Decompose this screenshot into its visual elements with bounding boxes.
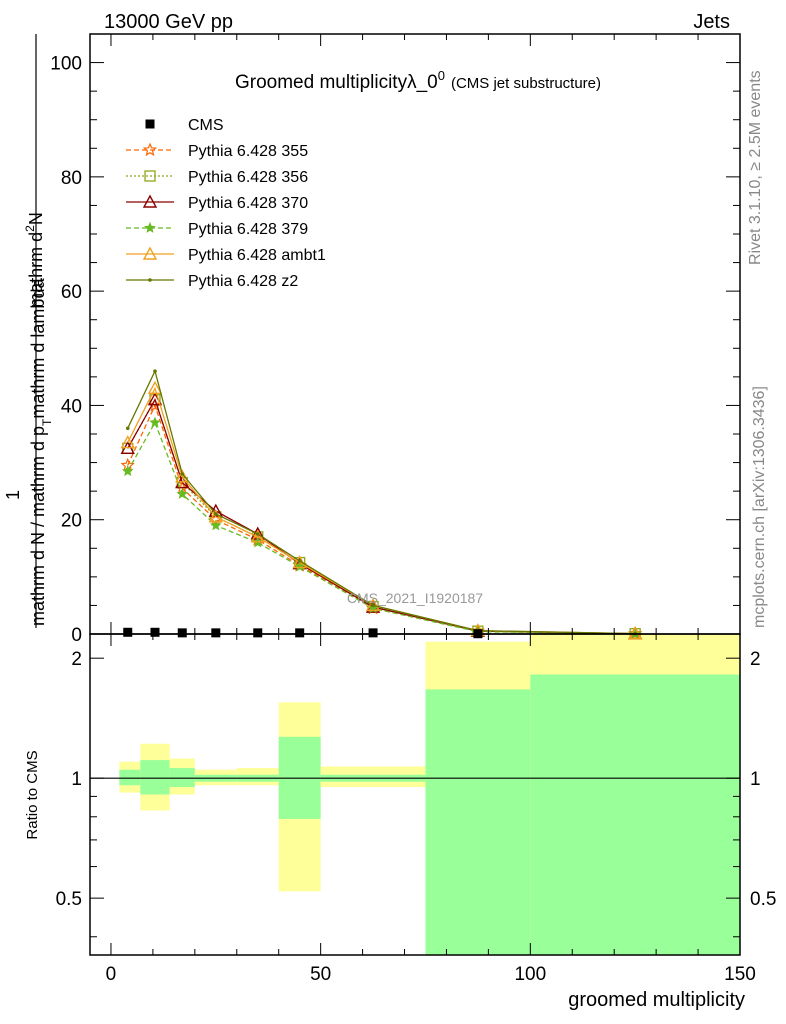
series-point-5: [153, 369, 157, 373]
legend-marker: [144, 170, 156, 182]
main-ylabel: 1 mathrm d2N: [3, 34, 46, 628]
legend-item-0: Pythia 6.428 355: [126, 142, 308, 160]
ratio-y-tick-label-right: 1: [750, 769, 761, 790]
ratio-frame: [89, 633, 741, 956]
ratio-inner-band: [530, 674, 740, 955]
legend-item-2: Pythia 6.428 370: [126, 194, 308, 212]
ratio-bands: [90, 634, 740, 955]
legend: CMS Pythia 6.428 355 Pythia 6.428 356 Pythi…: [126, 117, 326, 290]
series-point-3: [149, 416, 161, 428]
series-point-3: [210, 519, 222, 531]
y-tick-label: 40: [61, 396, 82, 417]
legend-marker: [144, 221, 156, 233]
main-title: Groomed multiplicityλ_00 (CMS jet substru…: [235, 68, 601, 93]
legend-label: Pythia 6.428 356: [188, 169, 308, 186]
legend-marker: [145, 119, 155, 129]
y-tick-label: 20: [61, 511, 82, 532]
legend-label: Pythia 6.428 ambt1: [188, 247, 326, 264]
series-point-4: [175, 469, 190, 483]
header-left: 13000 GeV pp: [104, 11, 233, 33]
header-right: Jets: [693, 11, 730, 33]
series-point-5: [125, 426, 130, 431]
data-point: [150, 627, 160, 637]
ratio-ylabel: Ratio to CMS: [24, 750, 41, 839]
mcplots-label: mcplots.cern.ch [arXiv:1306.3436]: [751, 386, 768, 628]
series-point-5: [255, 532, 260, 536]
x-tick-label: 100: [514, 964, 546, 985]
series-point-3: [176, 487, 188, 499]
series-line-3: [127, 421, 636, 635]
x-tick-label: 150: [724, 964, 756, 985]
legend-marker: [142, 142, 158, 157]
series-point-5: [297, 559, 302, 563]
x-tick-label: 50: [310, 964, 331, 985]
ylabel-one: 1: [3, 490, 23, 500]
data-point: [211, 628, 221, 638]
legend-marker: [148, 278, 152, 282]
rivet-label: Rivet 3.1.10, ≥ 2.5M events: [747, 70, 764, 265]
legend-item-4: Pythia 6.428 ambt1: [126, 246, 326, 264]
ratio-y-tick-label-right: 2: [750, 649, 761, 670]
watermark: CMS_2021_I1920187: [347, 590, 483, 606]
y-tick-label: 60: [61, 282, 82, 303]
data-point: [295, 628, 305, 638]
legend-label: Pythia 6.428 379: [188, 221, 308, 238]
ratio-y-tick-label-right: 0.5: [750, 889, 776, 910]
series-point-4: [365, 597, 381, 612]
ratio-y-tick-label: 2: [71, 649, 82, 670]
main-series: [120, 369, 643, 640]
legend-marker: [142, 246, 158, 260]
legend-marker: [142, 194, 158, 208]
data-point: [253, 628, 263, 638]
axes: 0 50 100 150 0 20 40 60 80 100 0.5 0.5 1 1 2 2: [50, 33, 776, 985]
data-point: [123, 627, 133, 637]
y-tick-label: 80: [61, 168, 82, 189]
legend-item-5: Pythia 6.428 z2: [126, 273, 298, 290]
x-tick-label: 0: [106, 964, 117, 985]
legend-label: Pythia 6.428 355: [188, 143, 308, 160]
xlabel: groomed multiplicity: [568, 989, 745, 1011]
data-point: [368, 628, 378, 638]
series-point-4: [208, 509, 223, 523]
series-point-4: [120, 435, 135, 449]
legend-item-cms: CMS: [145, 117, 224, 134]
ratio-y-tick-label: 1: [71, 769, 82, 790]
ratio-y-tick-label: 0.5: [56, 889, 82, 910]
ratio-inner-band: [425, 689, 531, 955]
y-tick-label: 0: [71, 625, 82, 646]
data-point: [177, 628, 187, 638]
legend-label: CMS: [188, 117, 224, 134]
series-point-4: [147, 380, 163, 394]
series-point-5: [180, 472, 185, 476]
ratio-inner-band: [169, 768, 195, 788]
series-point-5: [371, 603, 375, 608]
legend-item-1: Pythia 6.428 356: [126, 169, 308, 186]
ratio-inner-band: [140, 760, 170, 795]
series-point-3: [122, 464, 134, 477]
legend-label: Pythia 6.428 370: [188, 195, 308, 212]
series-point-5: [214, 512, 218, 516]
legend-item-3: Pythia 6.428 379: [126, 221, 308, 238]
ylabel-denominator: mathrm d N / mathrm d pTmathrm d lambda: [28, 278, 54, 626]
legend-label: Pythia 6.428 z2: [188, 273, 298, 290]
ratio-inner-band: [119, 769, 141, 786]
y-tick-label: 100: [50, 54, 82, 75]
